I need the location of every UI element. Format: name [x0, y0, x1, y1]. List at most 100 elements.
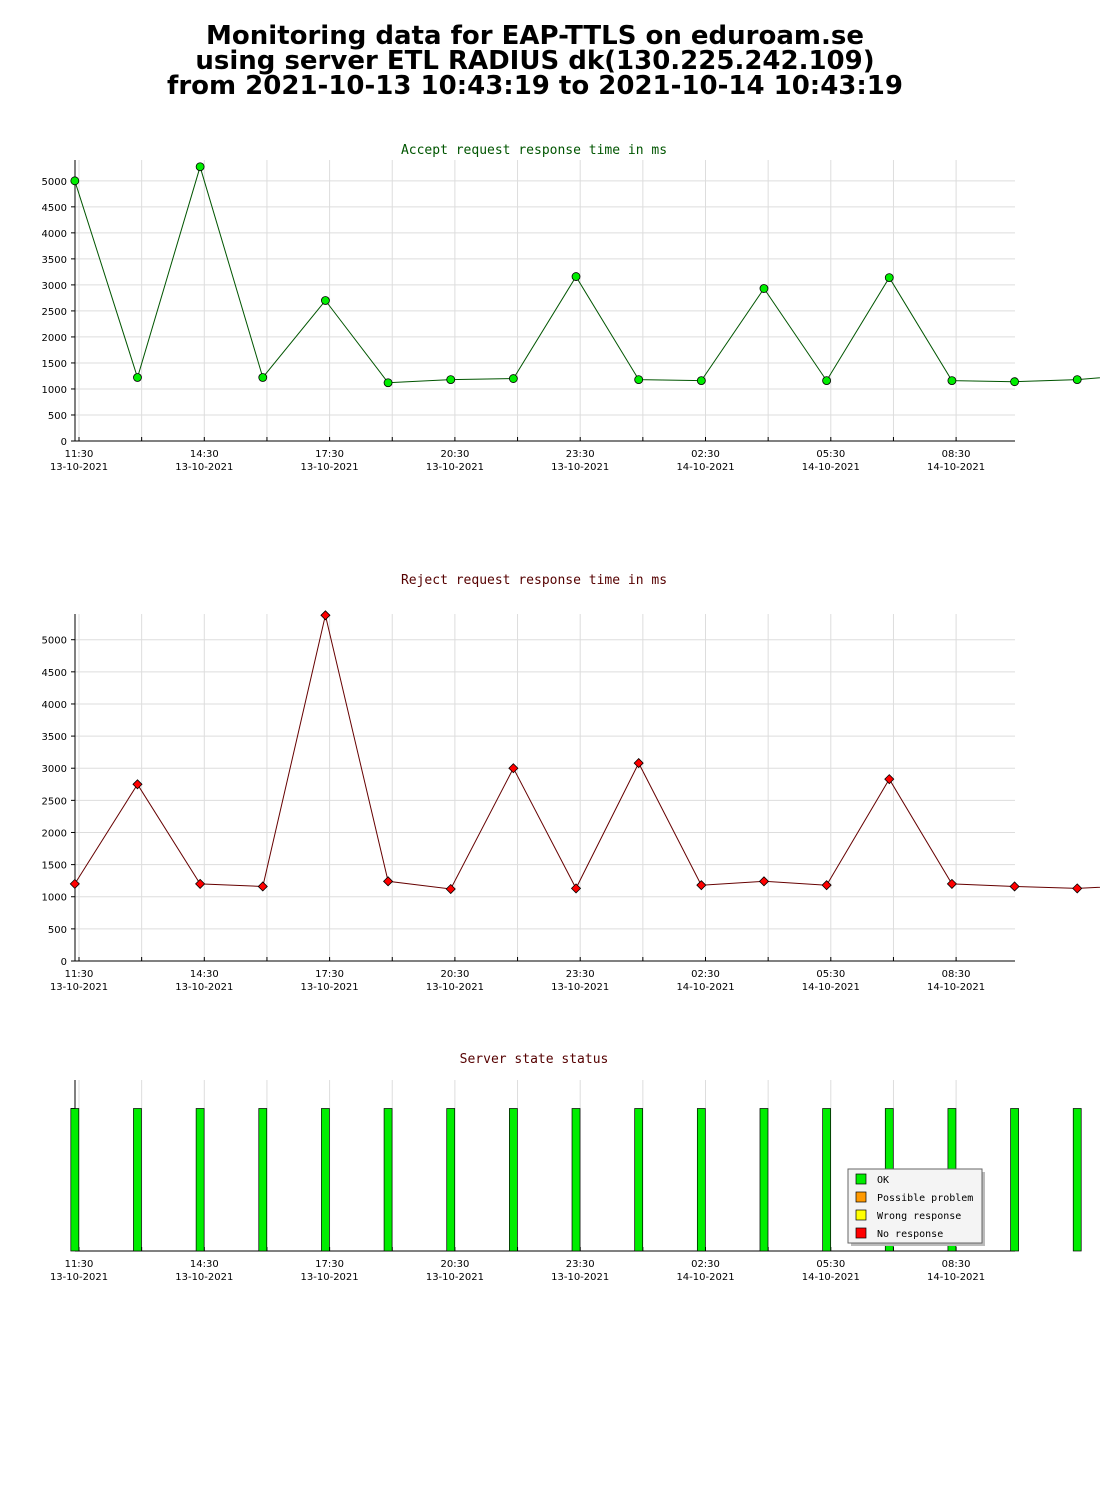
- chart-2: Reject request response time in ms 0 500 10…: [42, 573, 1100, 993]
- data-point: [570, 883, 582, 894]
- data-point: [383, 378, 393, 388]
- x-tick-label-time: 08:30: [942, 969, 971, 980]
- y-tick-label: 500: [48, 925, 67, 936]
- x-tick-label-date: 13-10-2021: [175, 462, 233, 473]
- y-tick-label: 500: [48, 411, 67, 422]
- data-point: [822, 376, 832, 386]
- x-tick-label-time: 14:30: [190, 1259, 219, 1270]
- x-tick-label-date: 14-10-2021: [802, 462, 860, 473]
- x-tick-label-date: 13-10-2021: [551, 462, 609, 473]
- data-point: [634, 375, 644, 384]
- x-tick-label-time: 11:30: [65, 1259, 94, 1270]
- x-tick-label-time: 08:30: [942, 1259, 971, 1270]
- data-point: [69, 878, 80, 889]
- y-tick-label: 4500: [42, 203, 67, 214]
- legend-label: OK: [877, 1175, 889, 1186]
- data-point: [1072, 375, 1082, 384]
- status-bar: [70, 1108, 80, 1252]
- status-bar: [509, 1108, 518, 1252]
- x-tick-label-date: 14-10-2021: [927, 982, 985, 993]
- y-tick-label: 0: [61, 437, 67, 448]
- y-tick-label: 4000: [42, 229, 67, 240]
- data-point: [70, 176, 80, 186]
- x-tick-label-date: 14-10-2021: [676, 982, 734, 993]
- status-bar: [321, 1108, 330, 1252]
- x-tick-label-date: 14-10-2021: [676, 1272, 734, 1283]
- data-point: [321, 296, 330, 305]
- data-point: [758, 876, 770, 887]
- y-tick-label: 1000: [42, 385, 67, 396]
- x-tick-label-time: 20:30: [440, 1259, 469, 1270]
- title-line-2: using server ETL RADIUS dk(130.225.242.1…: [195, 46, 875, 76]
- y-tick-label: 4500: [42, 668, 67, 679]
- x-tick-label-date: 14-10-2021: [676, 462, 734, 473]
- data-point: [633, 758, 644, 769]
- legend-swatch: [855, 1191, 867, 1203]
- x-tick-label-time: 14:30: [190, 449, 219, 460]
- x-tick-label-time: 17:30: [315, 969, 344, 980]
- data-point: [1072, 883, 1083, 894]
- data-point: [946, 878, 957, 889]
- status-bar: [822, 1108, 831, 1252]
- x-tick-label-date: 13-10-2021: [50, 1272, 108, 1283]
- x-tick-label-date: 13-10-2021: [551, 1272, 609, 1283]
- chart-title: Server state status: [460, 1052, 609, 1067]
- x-tick-label-time: 17:30: [315, 1259, 344, 1270]
- data-point: [696, 376, 706, 386]
- legend-label: Possible problem: [877, 1193, 973, 1204]
- x-tick-label-time: 05:30: [816, 1259, 845, 1270]
- x-tick-label-date: 13-10-2021: [301, 982, 359, 993]
- y-tick-label: 1500: [42, 861, 67, 872]
- y-tick-label: 3000: [42, 764, 67, 775]
- data-point: [508, 374, 518, 383]
- data-point: [821, 880, 832, 891]
- status-bar: [634, 1108, 644, 1252]
- data-point: [320, 610, 331, 621]
- data-point: [195, 878, 206, 889]
- y-tick-label: 0: [61, 957, 67, 968]
- x-tick-label-time: 14:30: [190, 969, 219, 980]
- x-tick-label-date: 13-10-2021: [301, 462, 359, 473]
- x-tick-label-time: 02:30: [691, 1259, 720, 1270]
- status-bar: [446, 1108, 456, 1252]
- x-tick-label-date: 13-10-2021: [175, 982, 233, 993]
- y-tick-label: 2000: [42, 828, 67, 839]
- data-point: [446, 375, 456, 384]
- legend-label: Wrong response: [877, 1211, 961, 1222]
- y-tick-label: 5000: [42, 177, 67, 188]
- status-bar: [133, 1108, 142, 1252]
- x-tick-label-time: 23:30: [566, 1259, 595, 1270]
- data-point: [508, 763, 519, 774]
- data-point: [1010, 377, 1019, 387]
- data-point: [383, 876, 394, 887]
- y-tick-label: 3500: [42, 255, 67, 266]
- status-bar: [1010, 1108, 1019, 1252]
- y-tick-label: 2500: [42, 796, 67, 807]
- y-tick-label: 4000: [42, 700, 67, 711]
- status-bar: [383, 1108, 393, 1252]
- y-tick-label: 3500: [42, 732, 67, 743]
- x-tick-label-time: 23:30: [566, 969, 595, 980]
- page-title: Monitoring data for EAP-TTLS on eduroam.…: [0, 23, 1070, 101]
- x-tick-label-date: 13-10-2021: [426, 462, 484, 473]
- data-point: [257, 881, 268, 892]
- x-tick-label-date: 13-10-2021: [551, 982, 609, 993]
- chart-3: Server state status 11:30 13-10-2021 14:30 1…: [50, 1052, 1082, 1283]
- y-tick-label: 3000: [42, 281, 67, 292]
- x-tick-label-date: 13-10-2021: [175, 1272, 233, 1283]
- x-tick-label-date: 14-10-2021: [802, 1272, 860, 1283]
- y-tick-label: 1000: [42, 893, 67, 904]
- x-tick-label-time: 20:30: [440, 449, 469, 460]
- x-tick-label-date: 13-10-2021: [50, 982, 108, 993]
- data-point: [258, 373, 268, 382]
- x-tick-label-date: 13-10-2021: [301, 1272, 359, 1283]
- x-tick-label-time: 05:30: [816, 449, 845, 460]
- y-tick-label: 2500: [42, 307, 67, 318]
- x-tick-label-time: 02:30: [691, 969, 720, 980]
- series-line: [74, 615, 1100, 890]
- status-bar: [195, 1108, 205, 1252]
- series-line: [74, 165, 1100, 384]
- title-line-3: from 2021-10-13 10:43:19 to 2021-10-14 1…: [167, 71, 903, 101]
- status-bar: [258, 1108, 268, 1252]
